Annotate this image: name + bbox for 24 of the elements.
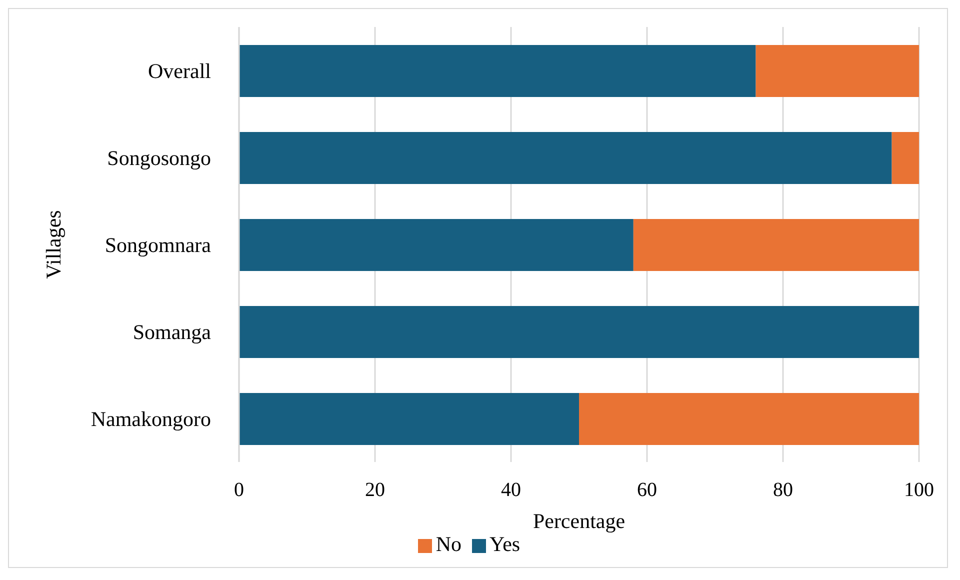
legend-label: Yes (490, 532, 520, 556)
y-tick-label: Overall (148, 58, 212, 83)
x-tick-label: 20 (365, 479, 385, 502)
bar (579, 393, 919, 445)
bar (239, 219, 634, 271)
y-axis-title: Villages (41, 210, 66, 279)
y-tick-label: Songosongo (107, 146, 211, 170)
bar (633, 219, 919, 271)
x-tick-label: 40 (501, 479, 521, 502)
x-axis-title: Percentage (532, 509, 626, 533)
x-tick-label: 80 (773, 479, 793, 502)
bar (892, 132, 919, 184)
bar (239, 132, 892, 184)
bar (239, 393, 579, 445)
x-tick-label: 100 (904, 479, 934, 502)
bar (239, 45, 756, 97)
x-tick-label: 0 (234, 479, 244, 502)
bar (756, 45, 919, 97)
y-tick-label: Songomnara (104, 232, 212, 257)
y-tick-label: Namakongoro (90, 406, 211, 431)
bar (239, 306, 919, 358)
y-tick-label: Somanga (132, 320, 212, 344)
legend-label: No (436, 532, 462, 556)
x-tick-label: 60 (637, 479, 657, 502)
